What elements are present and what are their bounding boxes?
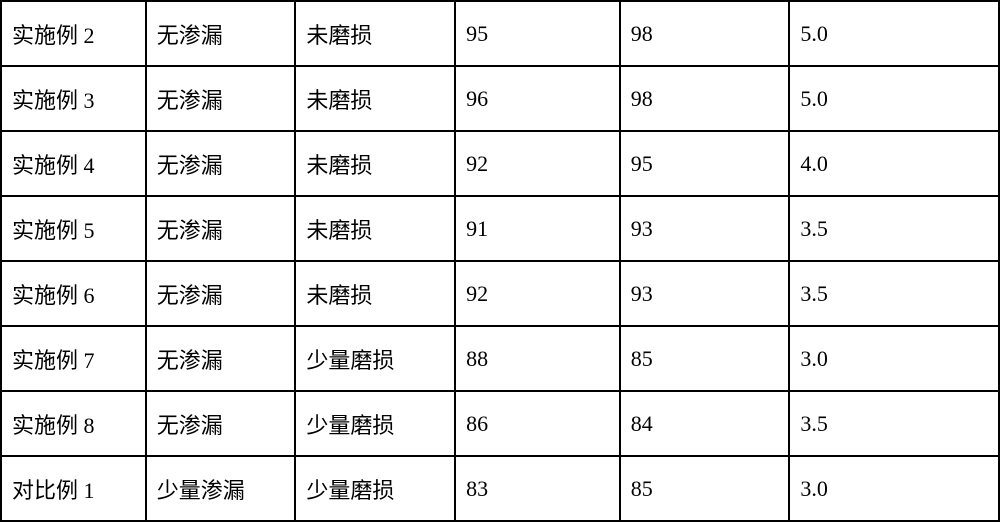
table-cell: 88	[455, 326, 620, 391]
table-cell: 无渗漏	[146, 391, 296, 456]
data-table: 实施例 2 无渗漏 未磨损 95 98 5.0 实施例 3 无渗漏 未磨损 96…	[0, 0, 1000, 522]
table-cell: 84	[620, 391, 790, 456]
table-row: 实施例 6 无渗漏 未磨损 92 93 3.5	[1, 261, 999, 326]
table-cell: 实施例 6	[1, 261, 146, 326]
table-cell: 少量磨损	[295, 391, 455, 456]
table-row: 对比例 1 少量渗漏 少量磨损 83 85 3.0	[1, 456, 999, 521]
table-cell: 实施例 7	[1, 326, 146, 391]
table-cell: 无渗漏	[146, 261, 296, 326]
table-cell: 3.5	[789, 196, 999, 261]
table-cell: 3.5	[789, 391, 999, 456]
table-cell: 未磨损	[295, 131, 455, 196]
table-cell: 未磨损	[295, 1, 455, 66]
table-cell: 5.0	[789, 1, 999, 66]
table-cell: 3.0	[789, 326, 999, 391]
table-cell: 98	[620, 66, 790, 131]
table-cell: 86	[455, 391, 620, 456]
table-row: 实施例 3 无渗漏 未磨损 96 98 5.0	[1, 66, 999, 131]
table-cell: 83	[455, 456, 620, 521]
table-body: 实施例 2 无渗漏 未磨损 95 98 5.0 实施例 3 无渗漏 未磨损 96…	[1, 1, 999, 521]
table-cell: 实施例 4	[1, 131, 146, 196]
table-cell: 85	[620, 456, 790, 521]
table-cell: 无渗漏	[146, 196, 296, 261]
table-cell: 3.5	[789, 261, 999, 326]
table-cell: 少量磨损	[295, 456, 455, 521]
table-cell: 93	[620, 196, 790, 261]
table-cell: 实施例 2	[1, 1, 146, 66]
table-row: 实施例 7 无渗漏 少量磨损 88 85 3.0	[1, 326, 999, 391]
table-cell: 92	[455, 261, 620, 326]
table-cell: 无渗漏	[146, 66, 296, 131]
table-cell: 96	[455, 66, 620, 131]
table-cell: 85	[620, 326, 790, 391]
table-cell: 5.0	[789, 66, 999, 131]
table-cell: 少量磨损	[295, 326, 455, 391]
table-cell: 实施例 8	[1, 391, 146, 456]
table-cell: 未磨损	[295, 66, 455, 131]
table-row: 实施例 5 无渗漏 未磨损 91 93 3.5	[1, 196, 999, 261]
table-cell: 未磨损	[295, 196, 455, 261]
table-cell: 实施例 5	[1, 196, 146, 261]
table-cell: 98	[620, 1, 790, 66]
table-cell: 对比例 1	[1, 456, 146, 521]
table-row: 实施例 4 无渗漏 未磨损 92 95 4.0	[1, 131, 999, 196]
table-cell: 未磨损	[295, 261, 455, 326]
table-cell: 实施例 3	[1, 66, 146, 131]
table-cell: 无渗漏	[146, 131, 296, 196]
table-cell: 无渗漏	[146, 1, 296, 66]
table-cell: 无渗漏	[146, 326, 296, 391]
table-cell: 4.0	[789, 131, 999, 196]
table-cell: 92	[455, 131, 620, 196]
table-cell: 93	[620, 261, 790, 326]
table-cell: 95	[620, 131, 790, 196]
table-cell: 3.0	[789, 456, 999, 521]
table-row: 实施例 2 无渗漏 未磨损 95 98 5.0	[1, 1, 999, 66]
table-cell: 95	[455, 1, 620, 66]
table-cell: 91	[455, 196, 620, 261]
table-row: 实施例 8 无渗漏 少量磨损 86 84 3.5	[1, 391, 999, 456]
table-cell: 少量渗漏	[146, 456, 296, 521]
